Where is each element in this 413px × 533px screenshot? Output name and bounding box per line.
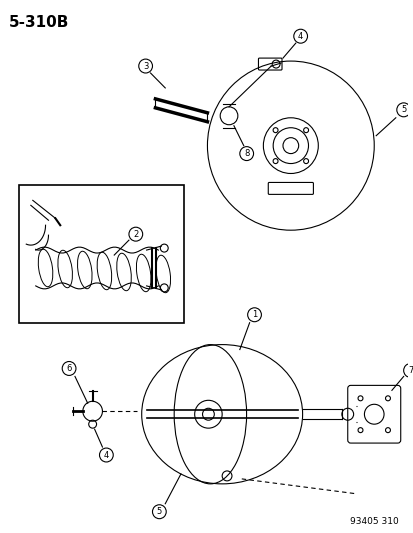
Circle shape: [62, 361, 76, 375]
Text: 1: 1: [251, 310, 256, 319]
Circle shape: [239, 147, 253, 160]
Text: 4: 4: [297, 31, 303, 41]
Text: 3: 3: [142, 61, 148, 70]
Text: 5-310B: 5-310B: [9, 15, 69, 30]
Text: 5: 5: [400, 106, 405, 114]
Circle shape: [247, 308, 261, 322]
Text: 93405 310: 93405 310: [349, 516, 398, 526]
Circle shape: [138, 59, 152, 73]
Text: 7: 7: [407, 366, 412, 375]
Circle shape: [152, 505, 166, 519]
Text: 2: 2: [133, 230, 138, 239]
Text: 6: 6: [66, 364, 71, 373]
Circle shape: [128, 227, 142, 241]
Text: 8: 8: [243, 149, 249, 158]
Circle shape: [396, 103, 410, 117]
Bar: [19, 185, 183, 322]
Circle shape: [403, 364, 413, 377]
Circle shape: [99, 448, 113, 462]
Circle shape: [293, 29, 307, 43]
Text: 5: 5: [157, 507, 161, 516]
Text: 4: 4: [104, 450, 109, 459]
